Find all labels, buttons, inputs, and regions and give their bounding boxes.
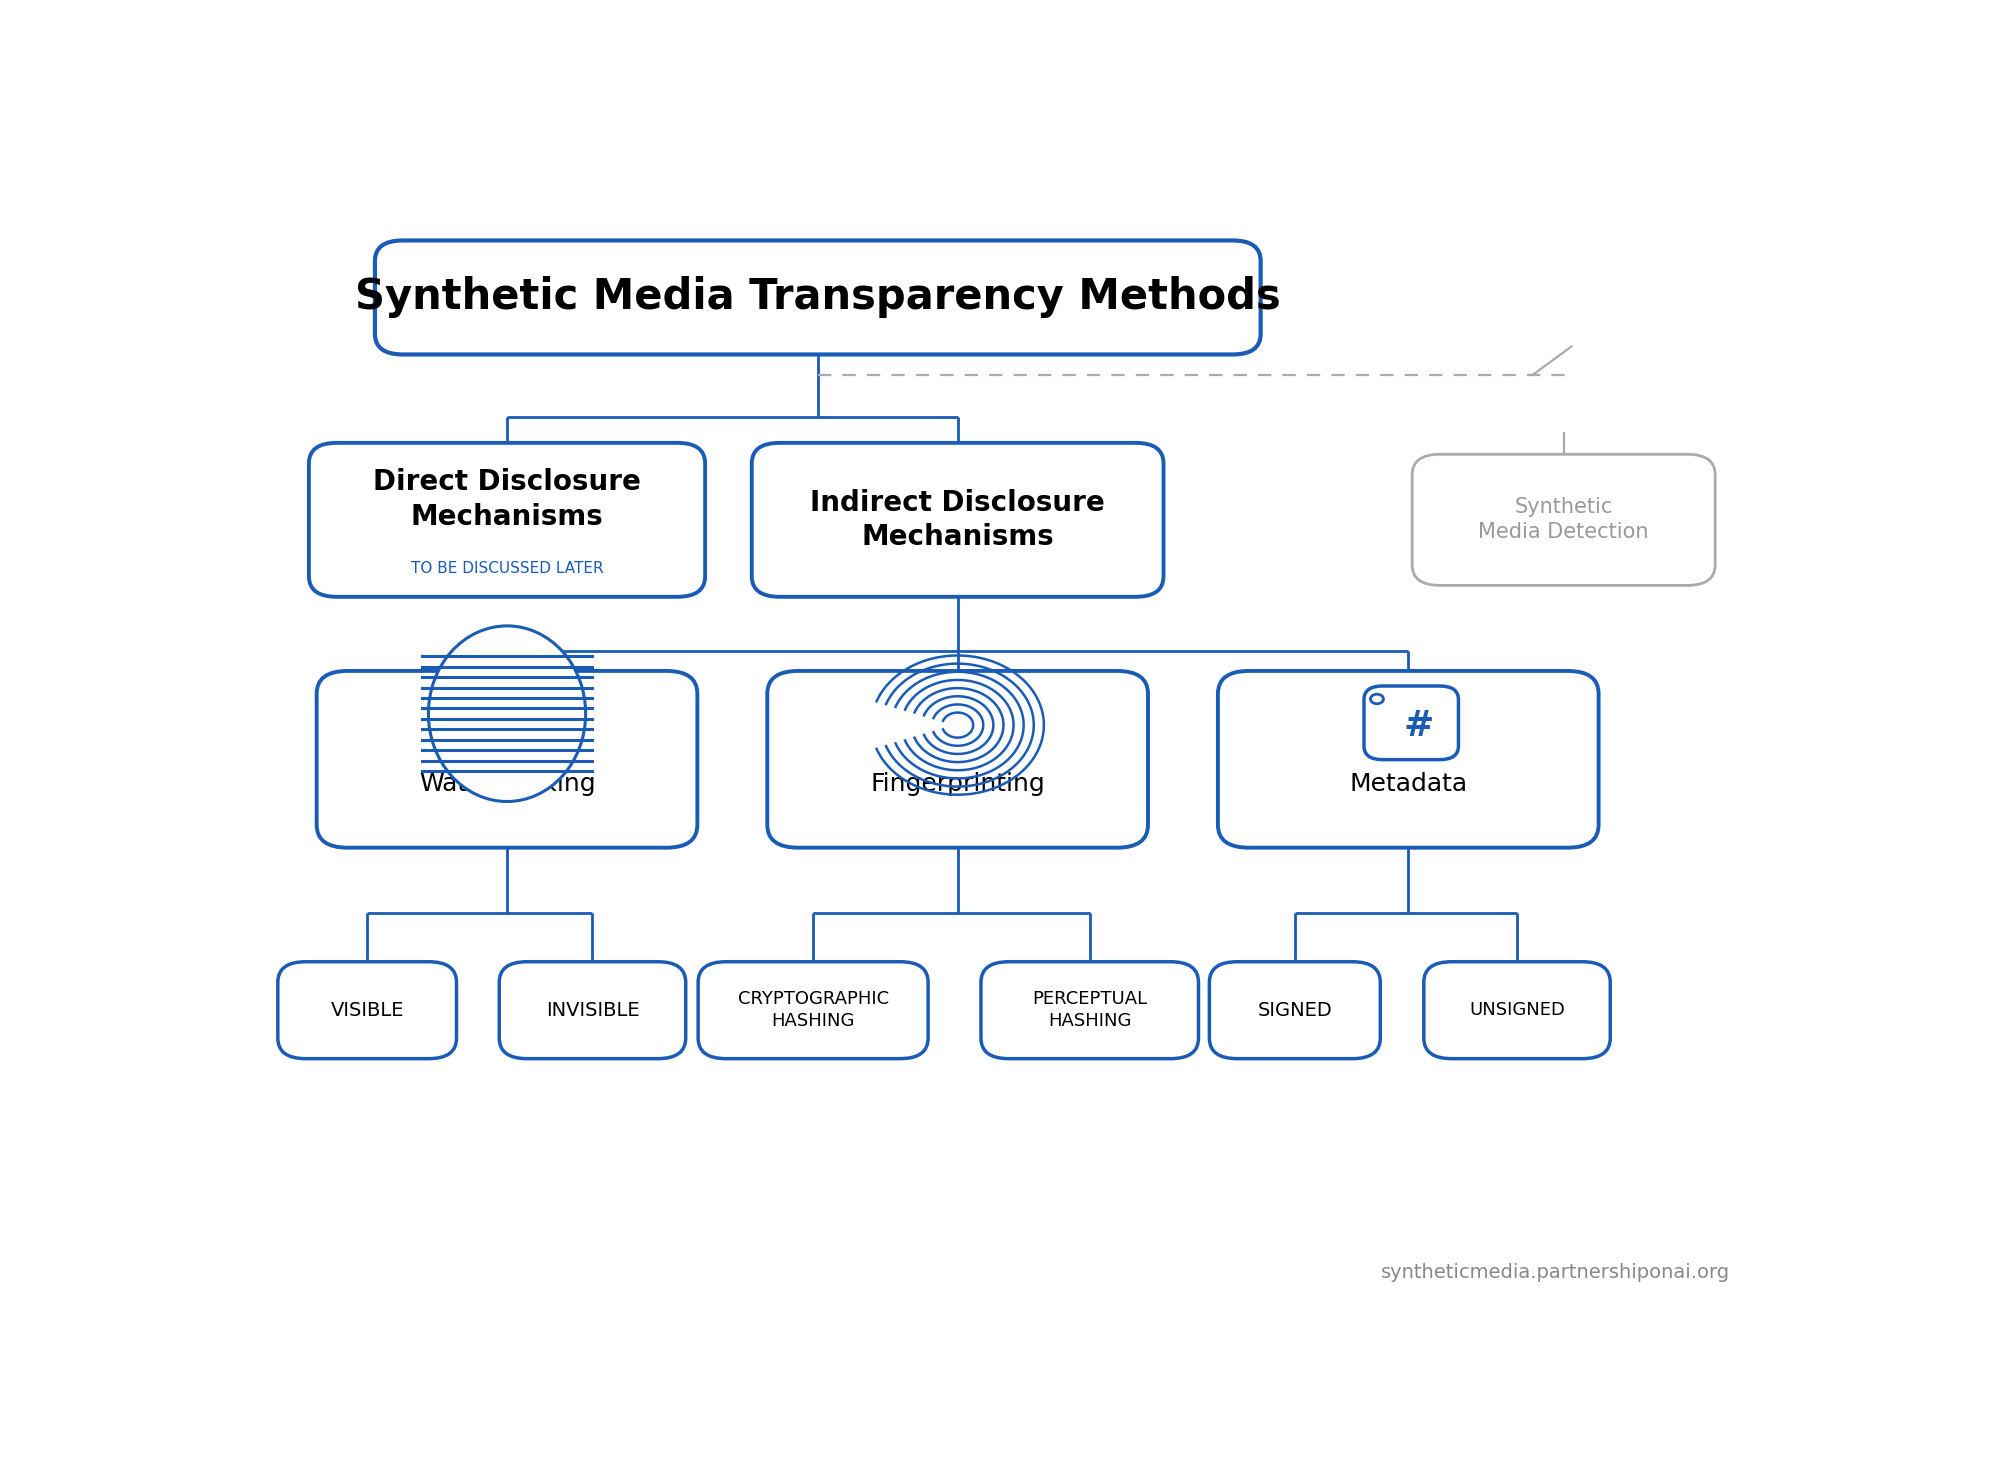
FancyBboxPatch shape — [279, 961, 457, 1059]
Text: Metadata: Metadata — [1349, 773, 1468, 797]
Text: PERCEPTUAL
HASHING: PERCEPTUAL HASHING — [1033, 991, 1147, 1031]
FancyBboxPatch shape — [1209, 961, 1379, 1059]
FancyBboxPatch shape — [375, 240, 1261, 354]
FancyBboxPatch shape — [309, 443, 706, 597]
FancyBboxPatch shape — [752, 443, 1163, 597]
Text: Direct Disclosure
Mechanisms: Direct Disclosure Mechanisms — [373, 468, 642, 530]
FancyBboxPatch shape — [317, 671, 698, 847]
Text: SIGNED: SIGNED — [1257, 1001, 1331, 1020]
Text: Synthetic Media Transparency Methods: Synthetic Media Transparency Methods — [355, 277, 1281, 318]
FancyBboxPatch shape — [1424, 961, 1610, 1059]
FancyBboxPatch shape — [698, 961, 928, 1059]
Text: Synthetic
Media Detection: Synthetic Media Detection — [1478, 498, 1648, 542]
Text: Indirect Disclosure
Mechanisms: Indirect Disclosure Mechanisms — [810, 489, 1105, 551]
FancyBboxPatch shape — [768, 671, 1149, 847]
FancyBboxPatch shape — [499, 961, 686, 1059]
Text: syntheticmedia.partnershiponai.org: syntheticmedia.partnershiponai.org — [1381, 1263, 1730, 1283]
Text: UNSIGNED: UNSIGNED — [1470, 1001, 1566, 1019]
FancyBboxPatch shape — [1217, 671, 1598, 847]
Ellipse shape — [1371, 695, 1383, 703]
FancyBboxPatch shape — [1363, 686, 1458, 760]
Text: TO BE DISCUSSED LATER: TO BE DISCUSSED LATER — [411, 561, 604, 576]
Ellipse shape — [429, 626, 585, 801]
Text: Fingerprinting: Fingerprinting — [870, 773, 1045, 797]
FancyBboxPatch shape — [980, 961, 1199, 1059]
FancyBboxPatch shape — [1412, 455, 1714, 585]
Text: Watermarking: Watermarking — [419, 773, 595, 797]
Text: INVISIBLE: INVISIBLE — [545, 1001, 640, 1020]
Text: VISIBLE: VISIBLE — [331, 1001, 403, 1020]
Text: #: # — [1404, 709, 1434, 743]
Text: CRYPTOGRAPHIC
HASHING: CRYPTOGRAPHIC HASHING — [738, 991, 888, 1031]
